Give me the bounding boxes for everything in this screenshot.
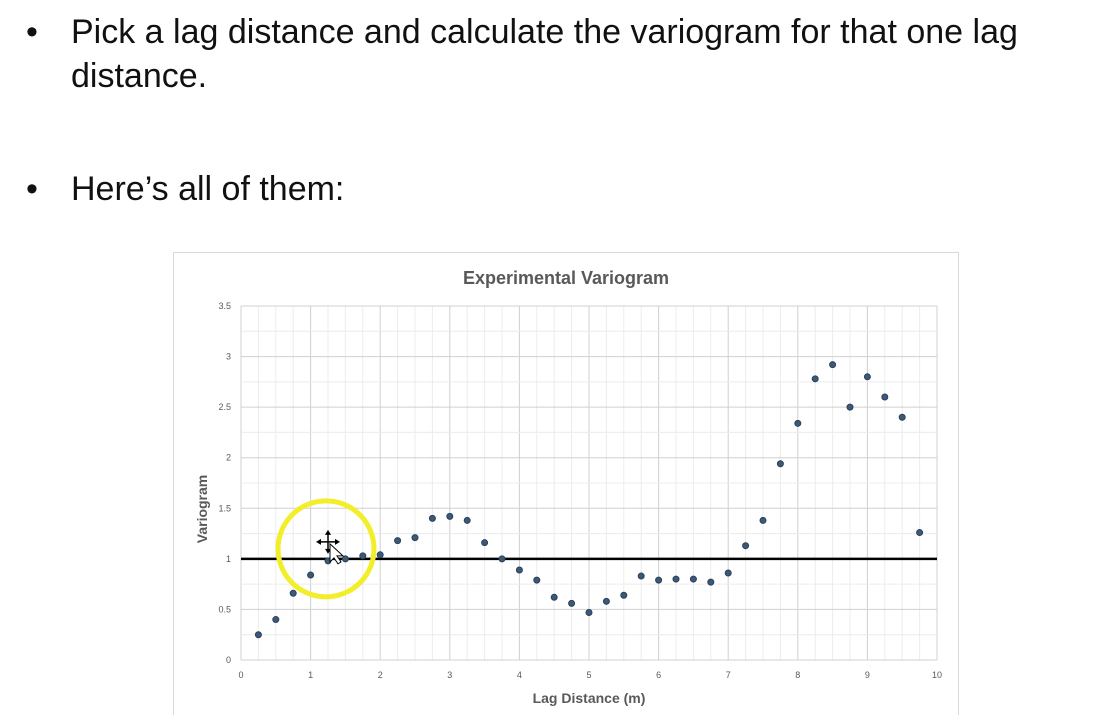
- x-tick-label: 10: [932, 670, 942, 680]
- highlight-circle: [275, 498, 377, 600]
- data-point: [307, 571, 315, 579]
- x-ticks: 0 1 2 3 4 5 6 7 8 9 10: [238, 670, 942, 680]
- data-points: [254, 361, 924, 639]
- x-tick-label: 5: [586, 670, 591, 680]
- y-tick-label: 1.5: [218, 503, 231, 513]
- data-point: [463, 516, 471, 524]
- cursor-arrow: [325, 529, 331, 535]
- grid: [240, 305, 938, 661]
- data-point: [411, 534, 419, 542]
- data-point: [254, 631, 262, 639]
- chart-title: Experimental Variogram: [463, 268, 669, 288]
- data-point: [498, 555, 506, 563]
- bullet-text: Pick a lag distance and calculate the va…: [71, 13, 1018, 95]
- data-point: [811, 375, 819, 383]
- cursor-arrow: [335, 538, 340, 545]
- cursor-arrow: [316, 538, 321, 545]
- y-tick-label: 2: [226, 453, 231, 463]
- data-point: [481, 539, 489, 547]
- bullet-symbol: •: [26, 170, 38, 208]
- data-point: [289, 589, 297, 597]
- data-point: [620, 591, 628, 599]
- bullet-symbol: •: [26, 13, 38, 51]
- data-point: [672, 575, 680, 583]
- data-point: [916, 529, 924, 537]
- y-tick-label: 1: [226, 554, 231, 564]
- data-point: [689, 575, 697, 583]
- data-point: [446, 512, 454, 520]
- data-point: [341, 555, 349, 563]
- data-point: [776, 460, 784, 468]
- data-point: [846, 403, 854, 411]
- data-point: [829, 361, 837, 369]
- data-point: [394, 537, 402, 545]
- data-point: [550, 593, 558, 601]
- data-point: [272, 616, 280, 624]
- pointer-arrow: [329, 542, 345, 565]
- data-point: [794, 419, 802, 427]
- x-tick-label: 3: [447, 670, 452, 680]
- y-tick-label: 0.5: [218, 604, 231, 614]
- data-point: [863, 373, 871, 381]
- data-point: [602, 597, 610, 605]
- y-tick-label: 3.5: [218, 301, 231, 311]
- y-axis-label: Variogram: [194, 475, 210, 543]
- data-point: [637, 572, 645, 580]
- bullet-text: Here’s all of them:: [71, 170, 345, 208]
- x-tick-label: 8: [795, 670, 800, 680]
- y-ticks: 0 0.5 1 1.5 2 2.5 3 3.5: [218, 301, 231, 665]
- data-point: [724, 569, 732, 577]
- move-cursor-icon: [316, 529, 345, 565]
- x-tick-label: 4: [517, 670, 522, 680]
- y-tick-label: 2.5: [218, 402, 231, 412]
- y-tick-label: 3: [226, 352, 231, 362]
- x-tick-label: 6: [656, 670, 661, 680]
- x-tick-label: 2: [378, 670, 383, 680]
- x-tick-label: 1: [308, 670, 313, 680]
- x-tick-label: 9: [865, 670, 870, 680]
- data-point: [376, 551, 384, 559]
- x-tick-label: 0: [238, 670, 243, 680]
- data-point: [881, 393, 889, 401]
- y-tick-label: 0: [226, 655, 231, 665]
- data-point: [742, 542, 750, 550]
- data-point: [428, 514, 436, 522]
- chart-container: 0 0.5 1 1.5 2 2.5 3 3.5 0 1 2 3 4 5 6 7 8 9 10 Experiment…: [173, 252, 959, 715]
- data-point: [568, 599, 576, 607]
- variogram-chart: 0 0.5 1 1.5 2 2.5 3 3.5 0 1 2 3 4 5 6 7 8 9 10 Experiment…: [194, 268, 942, 706]
- data-point: [655, 576, 663, 584]
- data-point: [898, 413, 906, 421]
- x-axis-label: Lag Distance (m): [533, 690, 646, 706]
- data-point: [515, 566, 523, 574]
- x-tick-label: 7: [726, 670, 731, 680]
- data-point: [759, 516, 767, 524]
- data-point: [585, 608, 593, 616]
- data-point: [707, 578, 715, 586]
- data-point: [359, 552, 367, 560]
- data-point: [533, 576, 541, 584]
